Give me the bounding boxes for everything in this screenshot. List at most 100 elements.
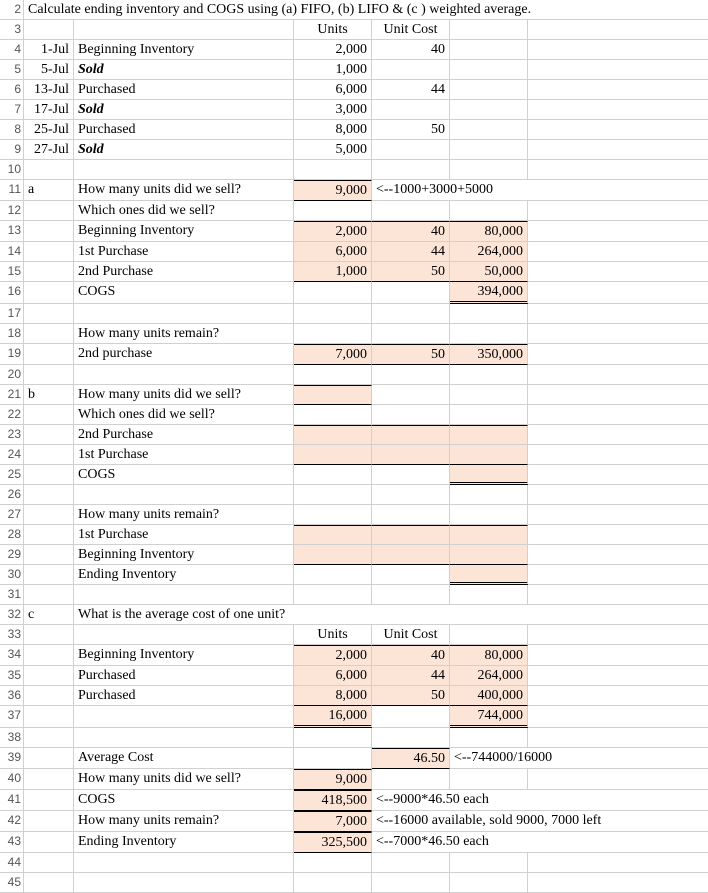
hdr-units: Units xyxy=(294,625,372,645)
tx-desc: Sold xyxy=(74,100,294,120)
c-row-c[interactable]: 50 xyxy=(372,686,450,706)
c-row-t[interactable]: 400,000 xyxy=(450,686,528,706)
rownum: 3 xyxy=(0,20,24,40)
a-row-c[interactable]: 44 xyxy=(372,242,450,262)
c-row-t[interactable]: 80,000 xyxy=(450,645,528,666)
blank xyxy=(528,80,708,100)
rownum: 5 xyxy=(0,60,24,80)
a-q1-val[interactable]: 9,000 xyxy=(294,180,372,201)
a-row-u[interactable]: 2,000 xyxy=(294,221,372,242)
a-row-desc: 2nd Purchase xyxy=(74,262,294,282)
blank xyxy=(450,60,528,80)
a-cogs: COGS xyxy=(74,282,294,304)
title: Calculate ending inventory and COGS usin… xyxy=(24,0,708,20)
b-input[interactable] xyxy=(450,445,528,465)
c-row-c[interactable]: 44 xyxy=(372,666,450,686)
tx-units: 1,000 xyxy=(294,60,372,80)
c-row-u[interactable]: 2,000 xyxy=(294,645,372,666)
tx-units: 3,000 xyxy=(294,100,372,120)
c-sell-v[interactable]: 9,000 xyxy=(294,769,372,790)
tx-date: 17-Jul xyxy=(24,100,74,120)
rownum: 9 xyxy=(0,140,24,160)
b-q1: How many units did we sell? xyxy=(74,385,294,405)
c-q: What is the average cost of one unit? xyxy=(74,605,708,625)
c-row-u[interactable]: 6,000 xyxy=(294,666,372,686)
c-cogs-v[interactable]: 418,500 xyxy=(294,790,372,811)
tx-units: 6,000 xyxy=(294,80,372,100)
b-input[interactable] xyxy=(294,445,372,465)
b-input[interactable] xyxy=(372,445,450,465)
c-avg-note: <--744000/16000 xyxy=(450,748,708,769)
rownum: 4 xyxy=(0,40,24,60)
a-remain-t[interactable]: 350,000 xyxy=(450,344,528,365)
rownum: 8 xyxy=(0,120,24,140)
a-row-t[interactable]: 50,000 xyxy=(450,262,528,282)
c-sum-u[interactable]: 16,000 xyxy=(294,706,372,728)
c-row-d: Purchased xyxy=(74,666,294,686)
a-row-t[interactable]: 80,000 xyxy=(450,221,528,242)
blank xyxy=(528,120,708,140)
c-row-u[interactable]: 8,000 xyxy=(294,686,372,706)
blank xyxy=(450,80,528,100)
rownum: 35 xyxy=(0,666,24,686)
tx-date: 1-Jul xyxy=(24,40,74,60)
c-sell-d: How many units did we sell? xyxy=(74,769,294,790)
c-sum-t[interactable]: 744,000 xyxy=(450,706,528,728)
blank xyxy=(528,100,708,120)
rownum: 22 xyxy=(0,405,24,425)
a-row-u[interactable]: 6,000 xyxy=(294,242,372,262)
rownum: 42 xyxy=(0,811,24,832)
blank xyxy=(450,120,528,140)
b-input[interactable] xyxy=(450,425,528,445)
b-input[interactable] xyxy=(450,525,528,545)
rownum: 2 xyxy=(0,0,24,20)
a-q3: How many units remain? xyxy=(74,324,294,344)
a-row-c[interactable]: 40 xyxy=(372,221,450,242)
rownum: 44 xyxy=(0,853,24,873)
a-row-c[interactable]: 50 xyxy=(372,262,450,282)
c-avg-d: Average Cost xyxy=(74,748,294,769)
blank xyxy=(450,20,528,40)
tx-date: 5-Jul xyxy=(24,60,74,80)
tx-cost: 50 xyxy=(372,120,450,140)
rownum: 32 xyxy=(0,605,24,625)
b-input[interactable] xyxy=(294,425,372,445)
b-r5: Ending Inventory xyxy=(74,565,294,585)
rownum: 40 xyxy=(0,769,24,790)
c-cogs-note: <--9000*46.50 each xyxy=(372,790,708,811)
a-cogs-val[interactable]: 394,000 xyxy=(450,282,528,304)
a-remain-c[interactable]: 50 xyxy=(372,344,450,365)
part-a-label: a xyxy=(24,180,74,201)
b-input[interactable] xyxy=(450,545,528,565)
c-avg-v[interactable]: 46.50 xyxy=(372,748,450,769)
blank xyxy=(528,140,708,160)
c-row-c[interactable]: 40 xyxy=(372,645,450,666)
rownum: 39 xyxy=(0,748,24,769)
rownum: 18 xyxy=(0,324,24,344)
tx-cost xyxy=(372,60,450,80)
b-input[interactable] xyxy=(450,465,528,485)
a-row-u[interactable]: 1,000 xyxy=(294,262,372,282)
b-input[interactable] xyxy=(372,545,450,565)
c-end-v[interactable]: 325,500 xyxy=(294,832,372,853)
c-rem-v[interactable]: 7,000 xyxy=(294,811,372,832)
b-input[interactable] xyxy=(450,565,528,585)
rownum: 17 xyxy=(0,304,24,324)
b-input[interactable] xyxy=(372,425,450,445)
rownum: 33 xyxy=(0,625,24,645)
rownum: 10 xyxy=(0,160,24,180)
b-input[interactable] xyxy=(372,525,450,545)
b-input[interactable] xyxy=(294,525,372,545)
a-row-t[interactable]: 264,000 xyxy=(450,242,528,262)
c-row-t[interactable]: 264,000 xyxy=(450,666,528,686)
c-row-d: Purchased xyxy=(74,686,294,706)
tx-desc: Beginning Inventory xyxy=(74,40,294,60)
b-r3: 1st Purchase xyxy=(74,525,294,545)
b-input[interactable] xyxy=(294,385,372,405)
tx-date: 25-Jul xyxy=(24,120,74,140)
rownum: 37 xyxy=(0,706,24,728)
b-input[interactable] xyxy=(294,545,372,565)
blank xyxy=(74,20,294,40)
a-remain-u[interactable]: 7,000 xyxy=(294,344,372,365)
c-rem-note: <--16000 available, sold 9000, 7000 left xyxy=(372,811,708,832)
